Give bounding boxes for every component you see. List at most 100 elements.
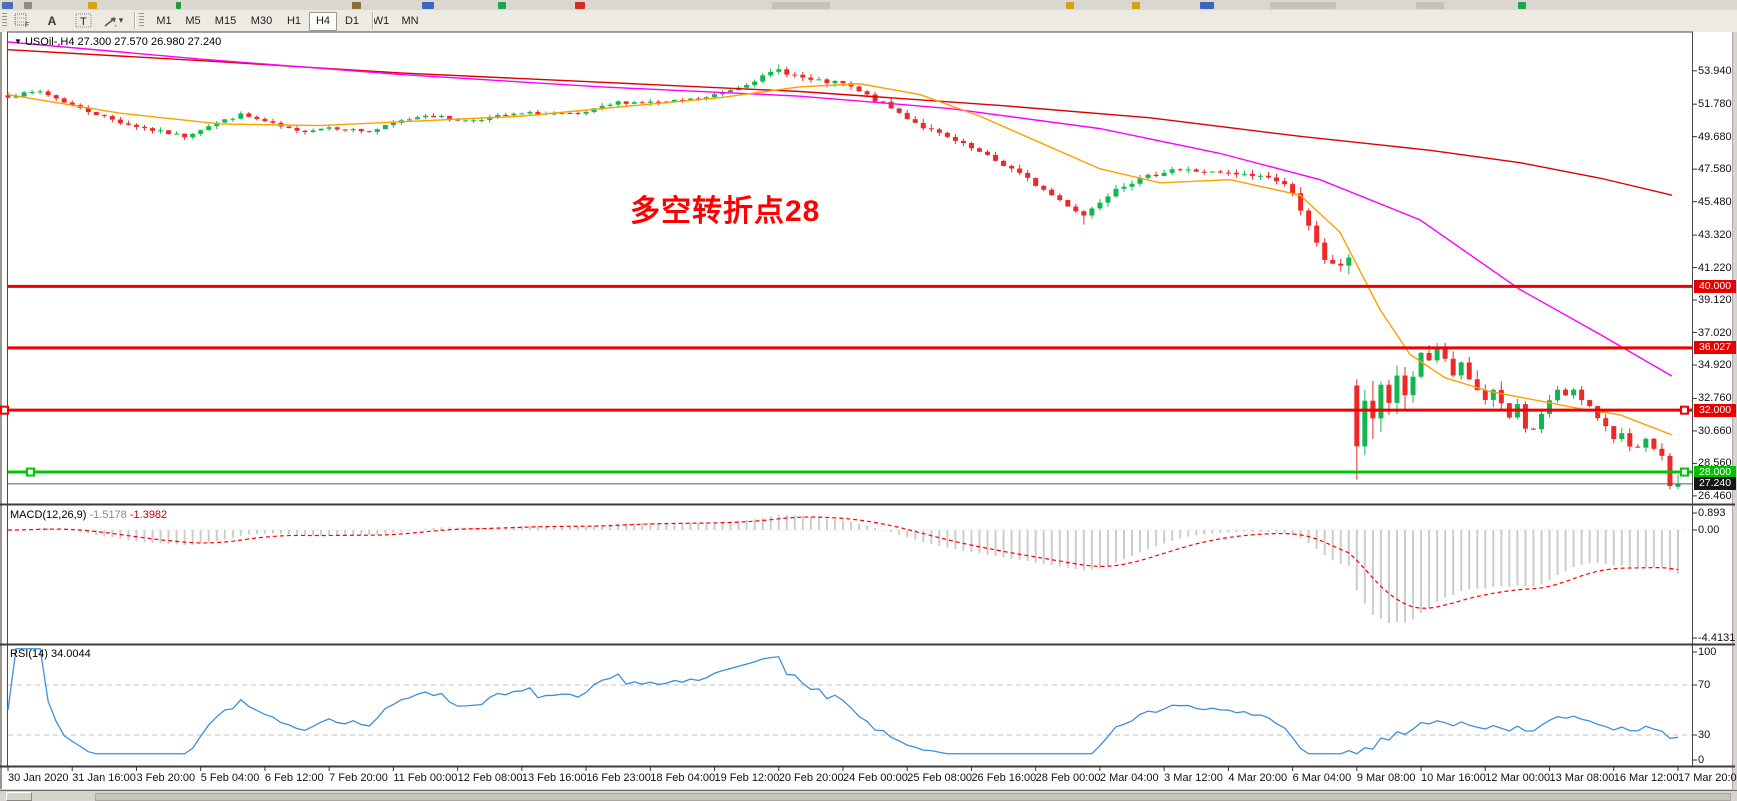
macd-axis-label: 0.893 <box>1698 507 1726 519</box>
date-axis-label[interactable]: 13 Feb 16:00 <box>521 772 587 784</box>
rsi-axis-label: 0 <box>1698 754 1705 766</box>
toolbar-icon-fragment <box>422 2 434 9</box>
date-axis-label[interactable]: 20 Feb 20:00 <box>778 772 844 784</box>
date-axis-label[interactable]: 31 Jan 16:00 <box>72 772 136 784</box>
text-label-a-icon[interactable]: A <box>47 13 57 28</box>
date-axis-label[interactable]: 3 Mar 12:00 <box>1164 772 1223 784</box>
price-axis-label: 26.460 <box>1698 489 1732 502</box>
toolbar-icon-fragment <box>176 2 181 9</box>
price-axis-label: 30.660 <box>1698 424 1732 437</box>
date-axis-label[interactable]: 11 Feb 00:00 <box>393 772 458 784</box>
date-axis-label[interactable]: 12 Feb 08:00 <box>457 772 523 784</box>
macd-axis-label: 0.00 <box>1698 524 1720 536</box>
rsi-axis-label: 100 <box>1698 646 1717 658</box>
toolbar-icon-fragment <box>1132 2 1140 9</box>
timeframe-button-h4[interactable]: H4 <box>309 12 337 31</box>
price-badge-36.027: 36.027 <box>1694 341 1736 355</box>
date-axis-label[interactable]: 16 Mar 12:00 <box>1613 772 1679 784</box>
date-axis-label[interactable]: 30 Jan 2020 <box>8 772 69 784</box>
date-axis-label[interactable]: 6 Mar 04:00 <box>1292 772 1352 784</box>
rsi-indicator-label: RSI(14) 34.0044 <box>10 648 91 660</box>
chart-symbol-title[interactable]: ▼ USOil-,H4 27.300 27.570 26.980 27.240 <box>14 36 221 48</box>
timeframe-button-m5[interactable]: M5 <box>185 15 201 27</box>
date-axis-label[interactable]: 3 Feb 20:00 <box>136 772 196 784</box>
rsi-axis-label: 70 <box>1698 679 1711 691</box>
date-axis-label[interactable]: 19 Feb 12:00 <box>714 772 780 784</box>
arrow-tools-caret-icon: ▾ <box>118 15 124 25</box>
price-axis-label: 41.220 <box>1698 261 1732 274</box>
date-axis-label[interactable]: 13 Mar 08:00 <box>1549 772 1615 784</box>
date-axis-label[interactable]: 12 Mar 00:00 <box>1485 772 1551 784</box>
price-badge-27.240: 27.240 <box>1694 477 1736 491</box>
toolbar-icon-fragment <box>1270 2 1336 9</box>
date-axis-label[interactable]: 16 Feb 23:00 <box>586 772 651 784</box>
toolbar-icon-fragment <box>1416 2 1444 9</box>
chart-text-annotation[interactable]: 多空转折点28 <box>630 195 821 228</box>
svg-text:F: F <box>25 22 29 28</box>
toolbar-icon-fragment <box>1066 2 1074 9</box>
price-axis-label: 32.760 <box>1698 392 1732 405</box>
chart-window[interactable] <box>0 32 1737 789</box>
toolbar-icon-fragment <box>575 2 585 9</box>
price-axis-label: 45.480 <box>1698 195 1732 208</box>
toolbar-icon-fragment <box>88 2 97 9</box>
toolbar-drag-handle[interactable] <box>139 13 144 28</box>
date-axis-label[interactable]: 28 Feb 00:00 <box>1035 772 1101 784</box>
timeframe-button-h1[interactable]: H1 <box>286 15 302 27</box>
date-axis-label[interactable]: 2 Mar 04:00 <box>1099 772 1159 784</box>
date-axis-label[interactable]: 10 Mar 16:00 <box>1421 772 1486 784</box>
toolbar-icon-fragment <box>1518 2 1526 9</box>
symbol-ohlc-text: USOil-,H4 27.300 27.570 26.980 27.240 <box>24 36 222 48</box>
date-axis-label[interactable]: 5 Feb 04:00 <box>200 772 260 784</box>
timeframe-button-d1[interactable]: D1 <box>344 15 360 27</box>
timeframe-button-mn[interactable]: MN <box>401 15 419 27</box>
macd-main-value: -1.5178 <box>89 509 127 521</box>
timeframe-button-m15[interactable]: M15 <box>214 15 237 27</box>
scrollbar-thumb[interactable] <box>6 792 32 801</box>
macd-indicator-label: MACD(12,26,9) -1.5178 -1.3982 <box>10 509 168 521</box>
price-axis-label: 39.120 <box>1698 294 1732 307</box>
rsi-value: 34.0044 <box>50 648 91 660</box>
price-badge-32.000: 32.000 <box>1694 403 1736 417</box>
toolbar-icon-fragment <box>24 2 32 9</box>
toolbar-icon-fragment <box>772 2 830 9</box>
price-axis-label: 49.680 <box>1698 130 1732 143</box>
price-axis-label: 37.020 <box>1698 326 1732 339</box>
price-axis-label: 53.940 <box>1698 64 1732 77</box>
svg-text:T: T <box>80 16 87 28</box>
timeframe-button-w1[interactable]: W1 <box>372 15 390 27</box>
rsi-axis-label: 30 <box>1698 729 1711 741</box>
timeframe-button-m30[interactable]: M30 <box>250 15 273 27</box>
price-axis-label: 51.780 <box>1698 98 1732 111</box>
toolbar-separator <box>372 12 373 29</box>
arrow-objects-icon[interactable]: ▾ <box>100 12 126 29</box>
date-axis-label[interactable]: 25 Feb 08:00 <box>907 772 973 784</box>
chart-toolbar: F A T ▾ M1 M5 M15 M30 H1 H4 D1 W1 MN <box>0 10 1737 33</box>
date-axis-label[interactable]: 6 Feb 12:00 <box>264 772 324 784</box>
text-tool-icon[interactable]: T <box>74 12 94 29</box>
date-axis-label[interactable]: 4 Mar 20:00 <box>1228 772 1288 784</box>
price-badge-40.000: 40.000 <box>1694 279 1736 293</box>
date-axis-label[interactable]: 9 Mar 08:00 <box>1356 772 1416 784</box>
toolbar-separator <box>134 12 135 29</box>
toolbar-icon-fragment <box>2 2 13 9</box>
toolbar-icon-fragment <box>1200 2 1214 9</box>
toolbar-drag-handle[interactable] <box>2 13 7 28</box>
date-axis-label[interactable]: 18 Feb 04:00 <box>650 772 716 784</box>
crosshair-grid-icon[interactable]: F <box>12 12 32 29</box>
macd-axis-label: -4.4131 <box>1698 632 1736 644</box>
date-axis-label[interactable]: 7 Feb 20:00 <box>329 772 388 784</box>
date-axis-label[interactable]: 24 Feb 00:00 <box>842 772 908 784</box>
price-badge-28.000: 28.000 <box>1694 465 1736 479</box>
toolbar-icon-fragment <box>352 2 361 9</box>
price-axis-label: 34.920 <box>1698 359 1732 371</box>
price-axis-label: 47.580 <box>1698 163 1732 176</box>
price-axis-label: 43.320 <box>1698 229 1732 242</box>
macd-signal-value: -1.3982 <box>129 509 168 521</box>
symbol-dropdown-icon[interactable]: ▼ <box>14 37 22 46</box>
date-axis-label[interactable]: 26 Feb 16:00 <box>971 772 1037 784</box>
timeframe-button-m1[interactable]: M1 <box>156 15 172 27</box>
date-axis-label[interactable]: 17 Mar 20:00 <box>1677 772 1737 784</box>
scrollbar-track[interactable] <box>95 793 1731 801</box>
toolbar-icon-fragment <box>498 2 506 9</box>
